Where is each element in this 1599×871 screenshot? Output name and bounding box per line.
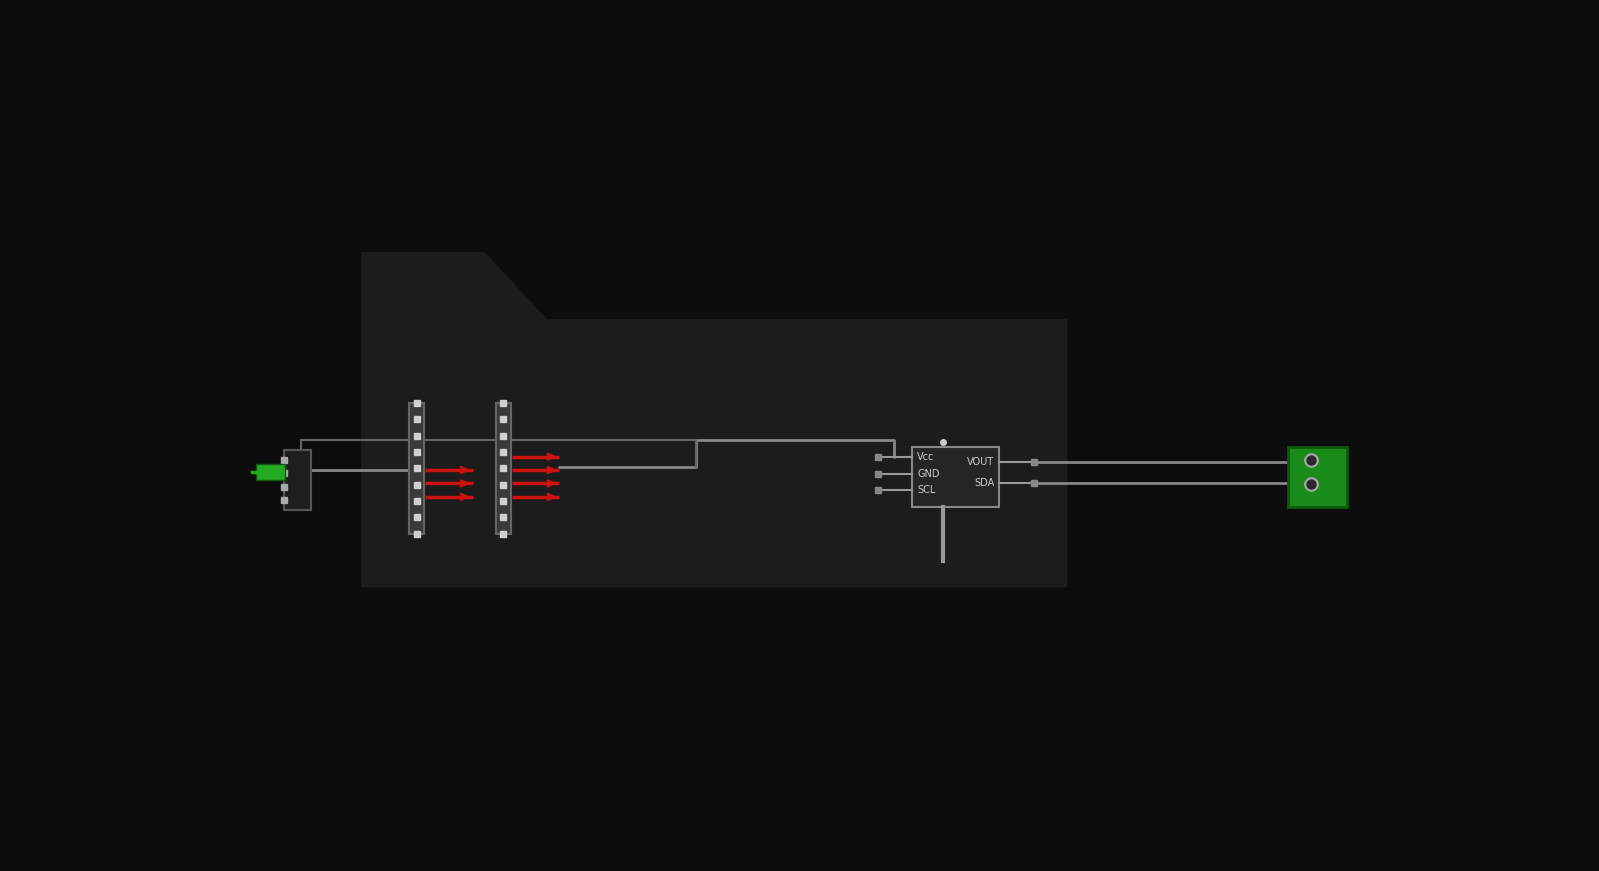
Text: SDA: SDA — [974, 478, 995, 488]
Polygon shape — [361, 252, 1068, 587]
Bar — [285, 450, 312, 510]
Text: VOUT: VOUT — [967, 456, 995, 467]
Text: SCL: SCL — [918, 485, 935, 495]
Text: GND: GND — [918, 469, 940, 479]
Bar — [496, 403, 512, 534]
Bar — [256, 464, 285, 480]
Text: Vcc: Vcc — [918, 452, 935, 463]
Bar — [409, 403, 424, 534]
Bar — [1287, 447, 1348, 507]
Bar — [913, 447, 999, 507]
